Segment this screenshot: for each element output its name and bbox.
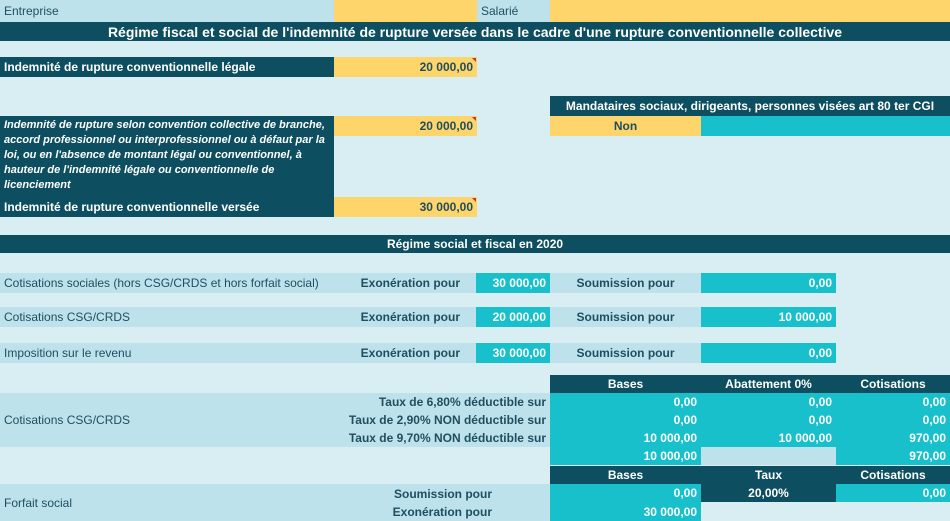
- csg-total-bases: 10 000,00: [643, 449, 697, 463]
- comment-marker-icon: [472, 198, 476, 202]
- versee-input[interactable]: 30 000,00: [334, 197, 477, 217]
- csg-bases: 0,00: [673, 395, 697, 409]
- csg-bases: 10 000,00: [643, 431, 697, 445]
- forfait-label: Forfait social: [0, 484, 550, 521]
- csg-label: Cotisations CSG/CRDS: [0, 393, 550, 447]
- csg-total-gap: [701, 447, 836, 465]
- csg-total-cotisations: 970,00: [909, 449, 946, 463]
- csg-rate-label: Taux de 2,90% NON déductible sur: [348, 413, 546, 427]
- exoneration-value: 30 000,00: [476, 343, 550, 363]
- convention-value: 20 000,00: [419, 119, 473, 133]
- regime-row-label: Imposition sur le revenu: [0, 343, 350, 363]
- csg-header-bases: Bases: [550, 375, 701, 393]
- csg-abattement: 10 000,00: [778, 431, 832, 445]
- csg-bases: 0,00: [673, 413, 697, 427]
- mandataires-label: Mandataires sociaux, dirigeants, personn…: [550, 96, 950, 116]
- soumission-label: Soumission pour: [550, 273, 701, 293]
- csg-header-cotisations: Cotisations: [836, 375, 950, 393]
- forfait-exoneration-label: Exonération pour: [392, 505, 492, 519]
- forfait-cotisations: 0,00: [836, 484, 950, 502]
- csg-cotisations: 0,00: [922, 395, 946, 409]
- soumission-value: 0,00: [701, 343, 836, 363]
- exoneration-label: Exonération pour: [350, 343, 476, 363]
- legale-input[interactable]: 20 000,00: [334, 57, 477, 77]
- exoneration-label: Exonération pour: [350, 307, 476, 327]
- forfait-header-taux: Taux: [701, 466, 836, 484]
- csg-abattement: 0,00: [808, 413, 832, 427]
- forfait-soumission-label: Soumission pour: [393, 487, 492, 501]
- forfait-exoneration-bases: 30 000,00: [550, 502, 701, 521]
- legale-value: 20 000,00: [419, 60, 473, 74]
- salarie-input[interactable]: [550, 0, 950, 22]
- convention-input[interactable]: 20 000,00: [334, 116, 477, 136]
- page-title: Régime fiscal et social de l'indemnité d…: [0, 22, 950, 41]
- regime-row-label: Cotisations CSG/CRDS: [0, 307, 350, 327]
- forfait-taux: 20,00%: [701, 484, 836, 502]
- soumission-value: 10 000,00: [701, 307, 836, 327]
- csg-rate-label: Taux de 9,70% NON déductible sur: [348, 431, 546, 445]
- versee-value: 30 000,00: [419, 200, 473, 214]
- csg-header-abattement: Abattement 0%: [701, 375, 836, 393]
- comment-marker-icon: [472, 117, 476, 121]
- entreprise-label: Entreprise: [0, 0, 334, 22]
- csg-rate-label: Taux de 6,80% déductible sur: [378, 395, 546, 409]
- forfait-header-cotisations: Cotisations: [836, 466, 950, 484]
- regime-row-label: Cotisations sociales (hors CSG/CRDS et h…: [0, 273, 350, 293]
- soumission-value: 0,00: [701, 273, 836, 293]
- csg-cotisations: 0,00: [922, 413, 946, 427]
- legale-label: Indemnité de rupture conventionnelle lég…: [0, 57, 334, 77]
- soumission-label: Soumission pour: [550, 307, 701, 327]
- mandataires-result: [701, 116, 950, 136]
- csg-abattement: 0,00: [808, 395, 832, 409]
- salarie-label: Salarié: [477, 0, 550, 22]
- comment-marker-icon: [472, 58, 476, 62]
- exoneration-value: 20 000,00: [476, 307, 550, 327]
- forfait-header-bases: Bases: [550, 466, 701, 484]
- mandataires-select[interactable]: Non: [550, 116, 701, 136]
- versee-label: Indemnité de rupture conventionnelle ver…: [0, 197, 334, 217]
- soumission-label: Soumission pour: [550, 343, 701, 363]
- forfait-soumission-bases: 0,00: [550, 484, 701, 502]
- exoneration-value: 30 000,00: [476, 273, 550, 293]
- exoneration-label: Exonération pour: [350, 273, 476, 293]
- csg-cotisations: 970,00: [909, 431, 946, 445]
- regime-title: Régime social et fiscal en 2020: [0, 235, 950, 253]
- entreprise-input[interactable]: [334, 0, 477, 22]
